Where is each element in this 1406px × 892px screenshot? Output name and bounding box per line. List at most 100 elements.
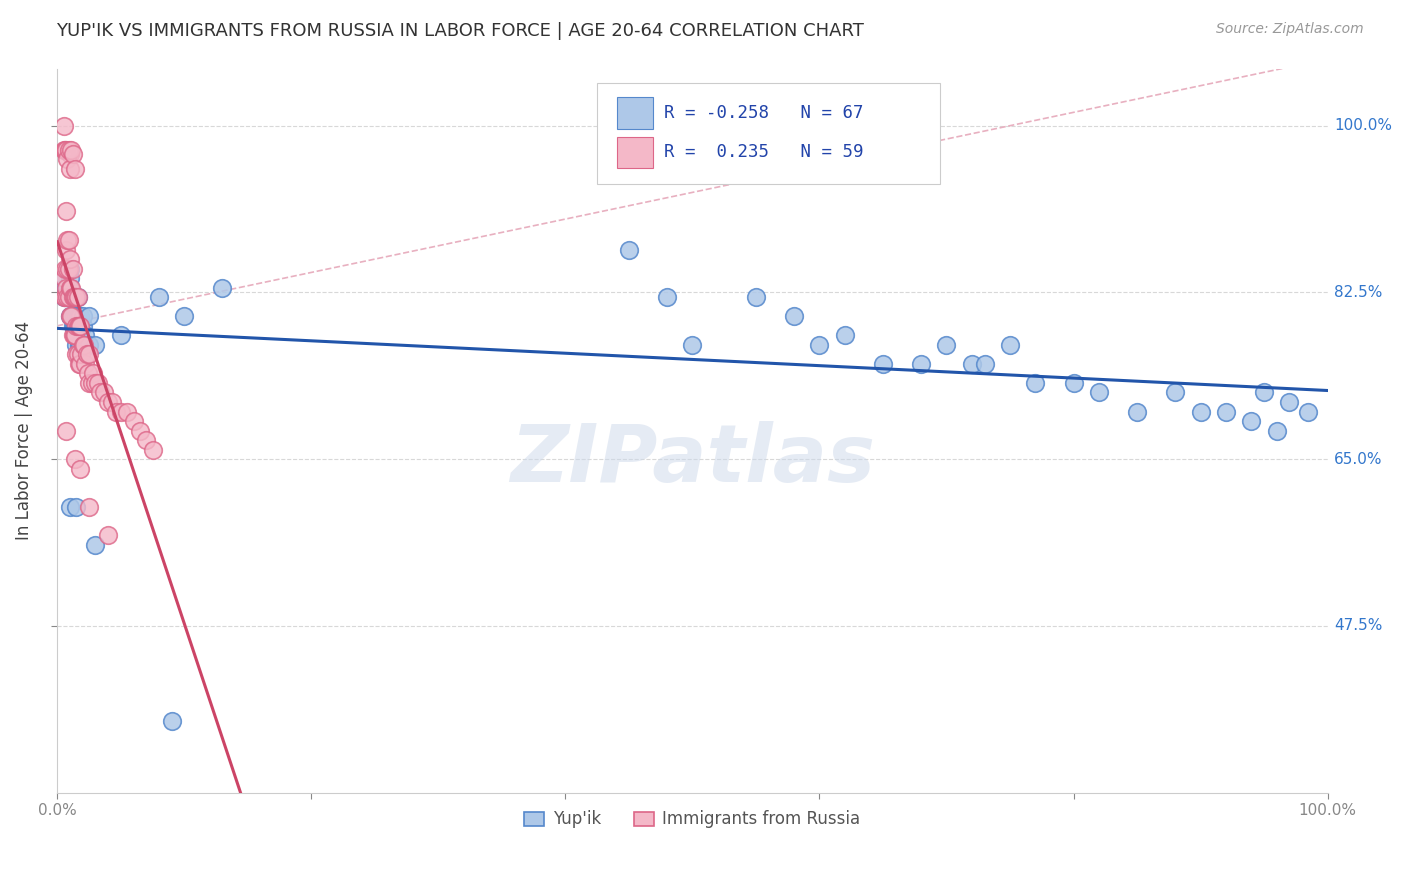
Point bbox=[52, 119, 75, 133]
Point bbox=[63, 290, 86, 304]
Point bbox=[65, 290, 87, 304]
Point bbox=[84, 538, 107, 552]
Text: R = -0.258   N = 67: R = -0.258 N = 67 bbox=[665, 103, 863, 121]
Point bbox=[77, 376, 100, 390]
Point bbox=[77, 338, 100, 352]
Point bbox=[960, 357, 983, 371]
Point bbox=[1265, 424, 1288, 438]
Point bbox=[77, 310, 100, 324]
Point bbox=[59, 147, 82, 161]
Point bbox=[59, 280, 82, 294]
Point bbox=[75, 328, 97, 343]
Point bbox=[72, 310, 94, 324]
Point bbox=[59, 280, 82, 294]
Point bbox=[1126, 404, 1149, 418]
Point bbox=[55, 243, 77, 257]
Point bbox=[101, 395, 124, 409]
Point bbox=[122, 414, 145, 428]
Point bbox=[62, 147, 84, 161]
Point bbox=[63, 290, 86, 304]
FancyBboxPatch shape bbox=[617, 96, 652, 128]
Text: 65.0%: 65.0% bbox=[1334, 451, 1382, 467]
FancyBboxPatch shape bbox=[598, 83, 941, 185]
Point bbox=[59, 261, 82, 276]
Point bbox=[1253, 385, 1275, 400]
Point bbox=[87, 376, 110, 390]
Point bbox=[211, 280, 233, 294]
Point bbox=[66, 290, 89, 304]
Point bbox=[69, 310, 91, 324]
Point bbox=[1063, 376, 1085, 390]
Point bbox=[808, 338, 831, 352]
Point bbox=[110, 404, 132, 418]
Point bbox=[160, 714, 183, 729]
Point bbox=[73, 338, 96, 352]
Point bbox=[834, 328, 856, 343]
Point bbox=[66, 318, 89, 333]
Point bbox=[56, 233, 79, 247]
Point bbox=[148, 290, 170, 304]
Point bbox=[173, 310, 195, 324]
Point bbox=[55, 204, 77, 219]
Point bbox=[69, 357, 91, 371]
Point bbox=[63, 452, 86, 467]
Point bbox=[1278, 395, 1301, 409]
Point bbox=[58, 233, 80, 247]
Point bbox=[65, 318, 87, 333]
Text: R =  0.235   N = 59: R = 0.235 N = 59 bbox=[665, 143, 863, 161]
Point bbox=[783, 310, 806, 324]
Point bbox=[55, 424, 77, 438]
FancyBboxPatch shape bbox=[617, 136, 652, 169]
Point bbox=[62, 290, 84, 304]
Point bbox=[63, 161, 86, 176]
Point bbox=[67, 338, 90, 352]
Point bbox=[1164, 385, 1187, 400]
Point bbox=[745, 290, 768, 304]
Point bbox=[1240, 414, 1263, 428]
Point bbox=[681, 338, 703, 352]
Point bbox=[128, 424, 150, 438]
Point bbox=[60, 280, 83, 294]
Point bbox=[76, 367, 98, 381]
Point bbox=[104, 404, 127, 418]
Point bbox=[67, 357, 90, 371]
Point bbox=[52, 280, 75, 294]
Point bbox=[52, 271, 75, 285]
Point bbox=[1189, 404, 1212, 418]
Text: 47.5%: 47.5% bbox=[1334, 618, 1382, 633]
Point bbox=[69, 318, 91, 333]
Point bbox=[1088, 385, 1111, 400]
Point bbox=[65, 290, 87, 304]
Point bbox=[76, 347, 98, 361]
Point bbox=[65, 318, 87, 333]
Point bbox=[56, 290, 79, 304]
Point bbox=[65, 500, 87, 514]
Point bbox=[59, 310, 82, 324]
Point bbox=[65, 347, 87, 361]
Point bbox=[53, 261, 76, 276]
Point bbox=[82, 367, 104, 381]
Point bbox=[84, 338, 107, 352]
Point bbox=[66, 318, 89, 333]
Point bbox=[872, 357, 894, 371]
Point bbox=[62, 318, 84, 333]
Point bbox=[973, 357, 995, 371]
Point bbox=[60, 143, 83, 157]
Point bbox=[1024, 376, 1046, 390]
Text: 100.0%: 100.0% bbox=[1334, 118, 1392, 133]
Point bbox=[59, 252, 82, 266]
Point bbox=[63, 318, 86, 333]
Y-axis label: In Labor Force | Age 20-64: In Labor Force | Age 20-64 bbox=[15, 321, 32, 541]
Point bbox=[72, 318, 94, 333]
Point bbox=[69, 338, 91, 352]
Point bbox=[617, 243, 640, 257]
Point bbox=[63, 290, 86, 304]
Point bbox=[65, 338, 87, 352]
Point bbox=[135, 433, 157, 447]
Point bbox=[77, 347, 100, 361]
Point bbox=[63, 310, 86, 324]
Point bbox=[935, 338, 957, 352]
Point bbox=[52, 143, 75, 157]
Point bbox=[62, 290, 84, 304]
Point bbox=[66, 310, 89, 324]
